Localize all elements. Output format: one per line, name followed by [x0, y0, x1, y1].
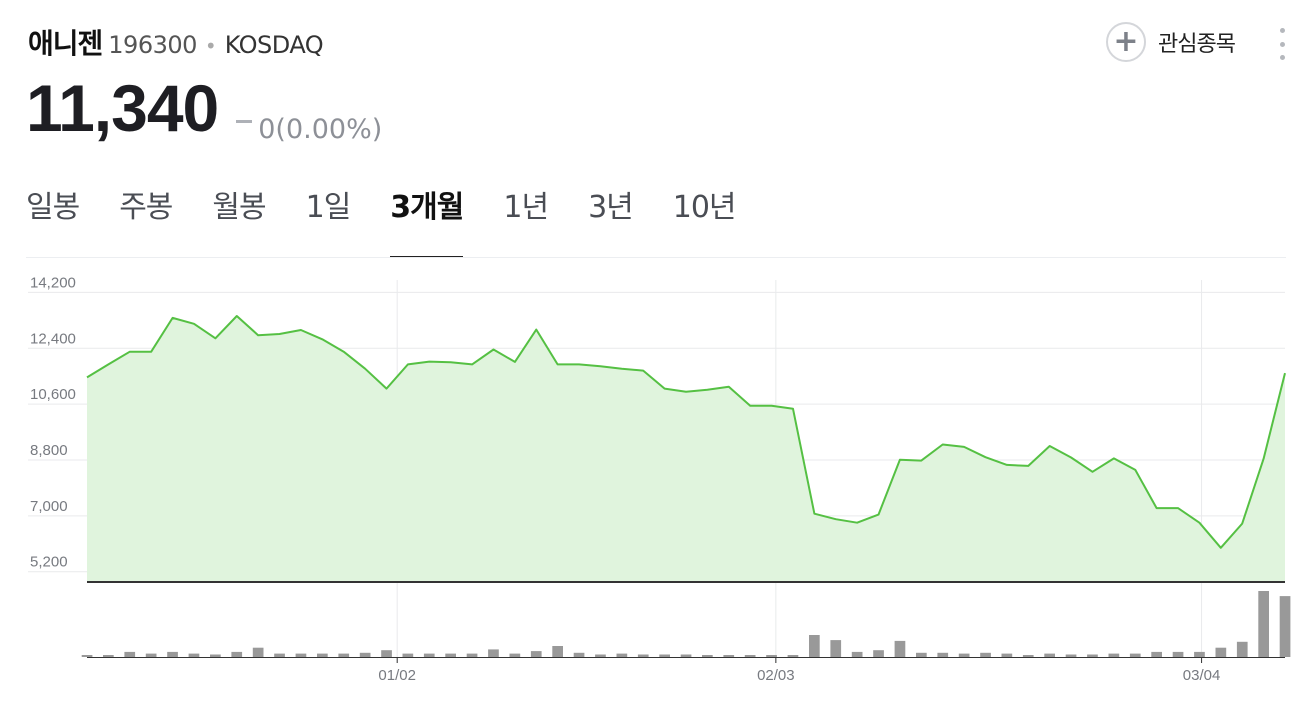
tab-10-years[interactable]: 10년	[672, 190, 737, 225]
volume-bar	[317, 653, 328, 657]
volume-bar	[295, 653, 307, 657]
plus-icon: +	[1106, 22, 1146, 62]
volume-bar	[81, 655, 93, 657]
tabs-divider	[26, 257, 1286, 258]
volume-bar	[210, 654, 221, 657]
volume-bar	[1129, 653, 1141, 657]
volume-bar	[381, 650, 392, 657]
volume-bar	[274, 653, 285, 657]
volume-bar	[744, 655, 756, 657]
volume-bar	[1001, 653, 1013, 657]
volume-bar	[1279, 596, 1291, 657]
volume-bar	[809, 635, 820, 657]
price-chart[interactable]: 14,200 12,400 10,600 8,800 7,000 5,200 01/02 02…	[0, 270, 1304, 706]
stock-header: 애니젠 196300 • KOSDAQ	[28, 22, 324, 62]
volume-bar	[466, 653, 478, 657]
volume-bar	[1044, 653, 1055, 657]
y-tick-label: 12,400	[30, 330, 76, 347]
price-change: 0(0.00%)	[236, 114, 382, 145]
y-tick-label: 7,000	[30, 498, 68, 515]
current-price: 11,340	[26, 71, 219, 145]
volume-bar	[1022, 655, 1034, 657]
volume-bar	[1172, 651, 1184, 657]
volume-bar	[894, 640, 906, 657]
volume-bar	[830, 640, 842, 657]
watchlist-label: 관심종목	[1158, 32, 1236, 57]
volume-bar	[1065, 654, 1077, 657]
volume-bar	[573, 652, 585, 657]
tab-daily[interactable]: 일봉	[26, 190, 80, 225]
x-tick-label: 01/02	[378, 667, 416, 684]
volume-bar	[1215, 647, 1227, 657]
more-dot	[1279, 28, 1285, 33]
y-tick-label: 14,200	[30, 274, 76, 291]
volume-bar	[766, 655, 777, 657]
volume-bar	[145, 653, 157, 657]
volume-bar	[423, 653, 435, 657]
volume-bar	[873, 650, 884, 657]
more-dot	[1279, 55, 1285, 60]
volume-bar	[680, 654, 692, 657]
volume-bar	[851, 651, 863, 657]
y-tick-label: 8,800	[30, 442, 68, 459]
volume-bar	[1194, 651, 1205, 657]
y-tick-label: 10,600	[30, 386, 76, 403]
unchanged-dash-icon	[236, 120, 253, 123]
volume-bar	[103, 655, 114, 657]
tab-3-years[interactable]: 3년	[588, 190, 634, 225]
tab-1-year[interactable]: 1년	[503, 190, 549, 225]
volume-bar	[1258, 591, 1269, 657]
x-tick-label: 02/03	[757, 667, 795, 684]
price-change-value: 0(0.00%)	[258, 114, 383, 145]
volume-bar	[359, 652, 371, 657]
tab-3-months[interactable]: 3개월	[390, 182, 464, 258]
market-name: KOSDAQ	[224, 31, 324, 59]
stock-name: 애니젠	[28, 27, 103, 60]
tab-1-day[interactable]: 1일	[305, 190, 352, 225]
add-watchlist-button[interactable]: + 관심종목	[1106, 22, 1236, 62]
price-area	[87, 316, 1285, 581]
volume-bar	[402, 653, 414, 657]
volume-bar	[980, 652, 991, 657]
more-dot	[1279, 41, 1285, 47]
volume-bar	[509, 653, 521, 657]
volume-bar	[637, 654, 649, 657]
volume-bar	[445, 653, 456, 657]
period-tabs: 일봉 주봉 월봉 1일 3개월 1년 3년 10년	[26, 182, 776, 258]
volume-bar	[124, 651, 136, 657]
price-line	[86, 315, 1286, 549]
separator-dot: •	[204, 34, 217, 58]
volume-bar	[616, 653, 628, 657]
volume-bar	[252, 647, 264, 657]
volume-bar	[231, 651, 243, 657]
volume-bar	[787, 655, 799, 657]
tab-weekly[interactable]: 주봉	[119, 190, 173, 225]
more-options-icon[interactable]	[1276, 28, 1288, 60]
quote-row: 11,340 0(0.00%)	[26, 70, 382, 146]
volume-bar	[916, 652, 927, 657]
volume-bar	[338, 653, 350, 657]
tab-monthly[interactable]: 월봉	[212, 190, 266, 225]
volume-bar	[723, 655, 735, 657]
volume-bar	[552, 646, 563, 657]
volume-bar	[167, 651, 178, 657]
volume-bar	[1087, 654, 1098, 657]
volume-bar	[702, 655, 713, 657]
price-chart-svg: 14,200 12,400 10,600 8,800 7,000 5,200 01/02 02…	[28, 274, 1291, 684]
volume-bar	[188, 653, 200, 657]
volume-bar	[1151, 651, 1162, 657]
volume-bar	[595, 654, 606, 657]
volume-bar	[958, 653, 970, 657]
volume-bar	[659, 654, 670, 657]
volume-bar	[530, 651, 542, 657]
volume-bar	[1236, 641, 1248, 657]
x-tick-label: 03/04	[1183, 667, 1221, 684]
volume-bar	[1108, 653, 1120, 657]
volume-bar	[937, 652, 949, 657]
stock-code: 196300	[108, 31, 197, 59]
y-tick-label: 5,200	[30, 554, 68, 571]
volume-bar	[488, 649, 499, 657]
